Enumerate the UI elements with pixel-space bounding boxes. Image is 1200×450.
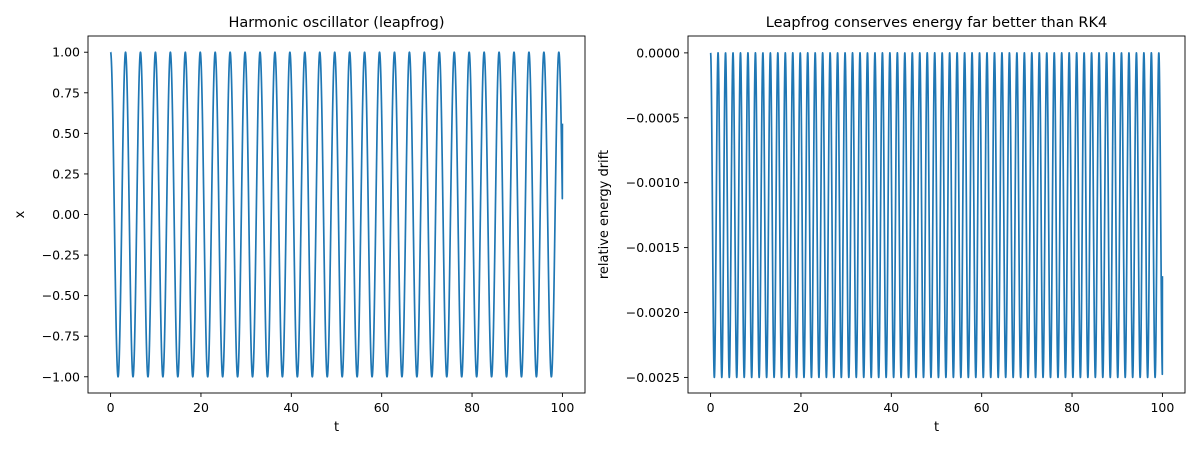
y-tick-label: −0.0005 (626, 110, 680, 125)
x-tick-label: 40 (883, 400, 899, 415)
x-tick-label: 100 (1150, 400, 1174, 415)
energy-drift-panel: Leapfrog conserves energy far better tha… (597, 15, 1186, 435)
x-tick-label: 0 (707, 400, 715, 415)
y-tick-label: 0.0000 (636, 45, 680, 60)
chart-title: Leapfrog conserves energy far better tha… (766, 15, 1107, 31)
x-tick-label: 80 (464, 400, 480, 415)
x-tick-label: 0 (107, 400, 115, 415)
series-line (109, 51, 564, 378)
y-tick-label: 0.50 (52, 126, 80, 141)
x-tick-label: 60 (974, 400, 990, 415)
y-tick-label: −1.00 (42, 369, 80, 384)
x-axis-label: t (334, 420, 339, 435)
x-tick-label: 100 (550, 400, 574, 415)
x-tick-label: 40 (283, 400, 299, 415)
oscillator-panel: Harmonic oscillator (leapfrog) t x 0 20 40… (13, 15, 586, 435)
chart-title: Harmonic oscillator (leapfrog) (229, 15, 445, 31)
y-tick-label: −0.75 (42, 329, 80, 344)
y-tick-label: 1.00 (52, 45, 80, 60)
x-tick-label: 80 (1064, 400, 1080, 415)
y-axis-label: x (13, 210, 28, 218)
x-tick-label: 20 (193, 400, 209, 415)
y-tick-label: −0.0010 (626, 175, 680, 190)
x-axis-label: t (934, 420, 939, 435)
x-tick-label: 20 (793, 400, 809, 415)
y-tick-label: −0.0015 (626, 240, 680, 255)
y-tick-label: −0.0025 (626, 370, 680, 385)
y-tick-label: −0.50 (42, 288, 80, 303)
y-tick-label: −0.25 (42, 248, 80, 263)
y-tick-label: −0.0020 (626, 305, 680, 320)
x-tick-label: 60 (374, 400, 390, 415)
y-tick-label: 0.00 (52, 207, 80, 222)
axes-frame (687, 35, 1186, 394)
y-tick-label: 0.75 (52, 85, 80, 100)
y-axis-label: relative energy drift (597, 150, 612, 279)
series-line (709, 52, 1164, 379)
y-tick-label: 0.25 (52, 166, 80, 181)
